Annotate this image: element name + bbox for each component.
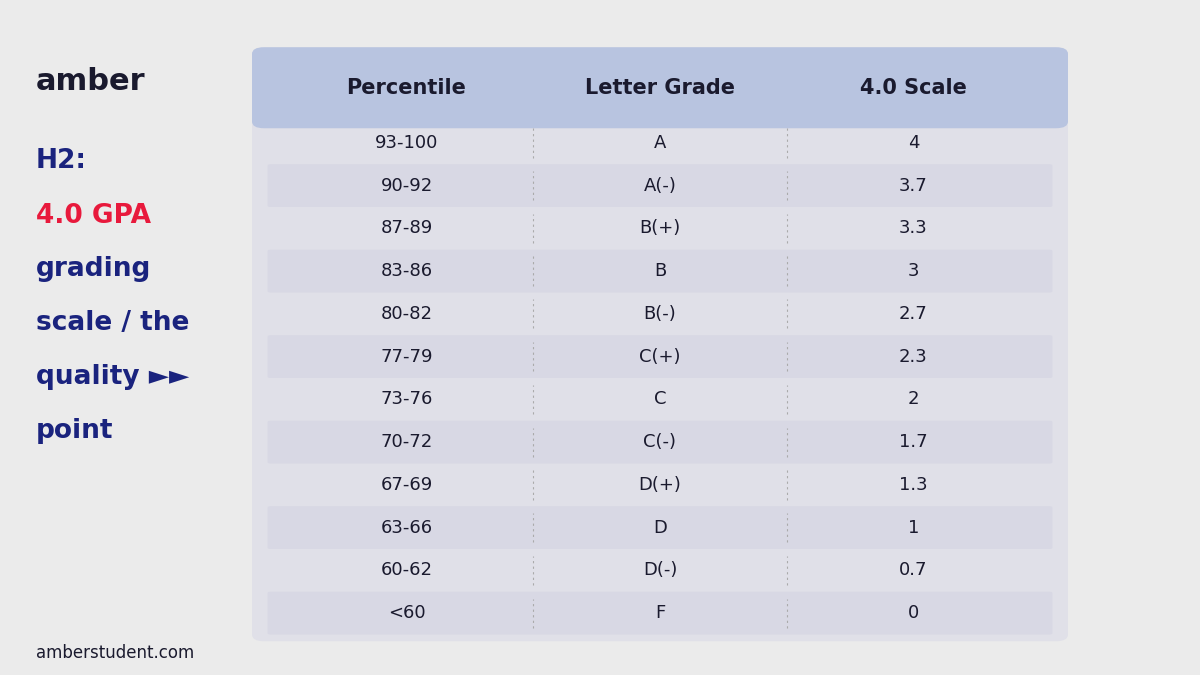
Text: B: B bbox=[654, 262, 666, 280]
FancyBboxPatch shape bbox=[252, 47, 1068, 128]
Text: F: F bbox=[655, 604, 665, 622]
Text: 93-100: 93-100 bbox=[374, 134, 438, 152]
Text: B(-): B(-) bbox=[643, 305, 677, 323]
FancyBboxPatch shape bbox=[268, 335, 1052, 378]
Text: point: point bbox=[36, 418, 114, 445]
Text: scale / the: scale / the bbox=[36, 310, 190, 337]
FancyBboxPatch shape bbox=[252, 47, 1068, 641]
Text: 3: 3 bbox=[907, 262, 919, 280]
Text: 4.0 GPA: 4.0 GPA bbox=[36, 202, 151, 229]
Text: grading: grading bbox=[36, 256, 151, 283]
Text: 0: 0 bbox=[908, 604, 919, 622]
Text: 3.7: 3.7 bbox=[899, 177, 928, 194]
Text: D: D bbox=[653, 518, 667, 537]
Text: 83-86: 83-86 bbox=[380, 262, 433, 280]
Text: 63-66: 63-66 bbox=[380, 518, 433, 537]
Text: H2:: H2: bbox=[36, 148, 88, 175]
Text: 1.7: 1.7 bbox=[899, 433, 928, 451]
Text: <60: <60 bbox=[388, 604, 425, 622]
Text: D(-): D(-) bbox=[643, 562, 677, 579]
Text: amberstudent.com: amberstudent.com bbox=[36, 643, 194, 662]
FancyBboxPatch shape bbox=[268, 250, 1052, 292]
Text: 73-76: 73-76 bbox=[380, 390, 433, 408]
FancyBboxPatch shape bbox=[268, 506, 1052, 549]
Text: 4: 4 bbox=[907, 134, 919, 152]
Text: Percentile: Percentile bbox=[347, 78, 467, 98]
Text: 4.0 Scale: 4.0 Scale bbox=[860, 78, 967, 98]
Text: A: A bbox=[654, 134, 666, 152]
Text: 2: 2 bbox=[907, 390, 919, 408]
Text: B(+): B(+) bbox=[640, 219, 680, 238]
Text: 77-79: 77-79 bbox=[380, 348, 433, 366]
Text: C(+): C(+) bbox=[640, 348, 680, 366]
Text: 2.7: 2.7 bbox=[899, 305, 928, 323]
Text: Letter Grade: Letter Grade bbox=[586, 78, 734, 98]
Text: C(-): C(-) bbox=[643, 433, 677, 451]
FancyBboxPatch shape bbox=[268, 421, 1052, 464]
Text: quality ►►: quality ►► bbox=[36, 364, 190, 391]
Text: 3.3: 3.3 bbox=[899, 219, 928, 238]
Text: 60-62: 60-62 bbox=[380, 562, 432, 579]
Text: 2.3: 2.3 bbox=[899, 348, 928, 366]
Text: A(-): A(-) bbox=[643, 177, 677, 194]
FancyBboxPatch shape bbox=[268, 592, 1052, 634]
Text: 1.3: 1.3 bbox=[899, 476, 928, 494]
Text: amber: amber bbox=[36, 68, 145, 97]
Text: C: C bbox=[654, 390, 666, 408]
Text: 1: 1 bbox=[907, 518, 919, 537]
Text: 90-92: 90-92 bbox=[380, 177, 433, 194]
Text: 70-72: 70-72 bbox=[380, 433, 433, 451]
Text: 0.7: 0.7 bbox=[899, 562, 928, 579]
Text: 87-89: 87-89 bbox=[380, 219, 433, 238]
Text: 67-69: 67-69 bbox=[380, 476, 433, 494]
Text: 80-82: 80-82 bbox=[380, 305, 432, 323]
FancyBboxPatch shape bbox=[268, 164, 1052, 207]
Text: D(+): D(+) bbox=[638, 476, 682, 494]
